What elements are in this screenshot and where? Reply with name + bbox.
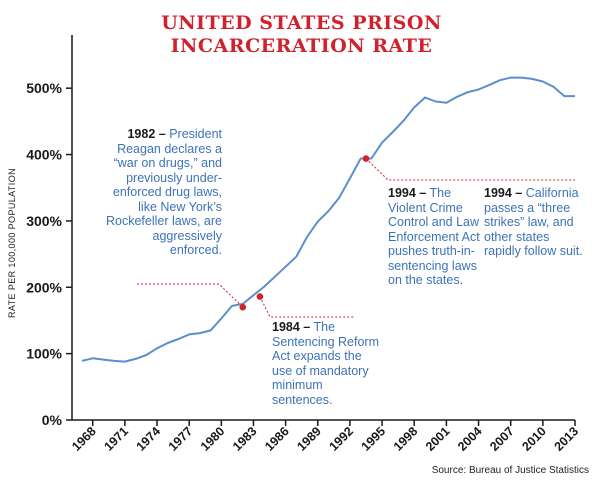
annotation-1994-three-strikes-year: 1994 –	[484, 186, 523, 200]
source-note: Source: Bureau of Justice Statistics	[431, 465, 589, 476]
x-tick-label: 1998	[391, 424, 421, 454]
chart-title-line-1: UNITED STATES PRISON	[161, 12, 442, 34]
incarceration-rate-line	[81, 76, 575, 363]
y-tick-label: 0%	[42, 412, 63, 428]
y-tick-label: 300%	[26, 213, 62, 229]
y-tick-label: 200%	[26, 279, 62, 295]
x-tick-label: 1995	[359, 424, 389, 454]
y-axis-label: RATE PER 100,000 POPULATION	[7, 167, 17, 319]
x-tick-label: 2013	[552, 424, 582, 454]
y-tick-label: 100%	[26, 346, 62, 362]
y-tick-label: 400%	[26, 147, 62, 163]
x-tick-label: 1992	[326, 424, 356, 454]
annotation-1984-text: The Sentencing Reform Act expands the us…	[272, 320, 380, 407]
leader-line-1994	[365, 158, 575, 181]
x-tick-label: 1983	[230, 424, 260, 454]
x-tick-label: 1980	[198, 424, 228, 454]
leader-line-1984	[259, 296, 355, 318]
x-tick-label: 1989	[294, 424, 324, 454]
x-tick-label: 2004	[455, 424, 485, 454]
annotation-1994-three-strikes-text: California passes a “three strikes” law,…	[484, 186, 583, 258]
x-tick-label: 1977	[166, 424, 196, 454]
y-tick-label: 500%	[26, 80, 62, 96]
x-tick-label: 1986	[262, 424, 292, 454]
annotation-1994-three-strikes: 1994 – California passes a “three strike…	[484, 186, 588, 259]
annotation-1982-text: President Reagan declares a “war on drug…	[105, 127, 222, 257]
x-tick-label: 2001	[423, 424, 453, 454]
event-marker-point	[239, 303, 247, 311]
annotation-1994-crime-act-year: 1994 –	[388, 186, 427, 200]
chart-title-line-2: INCARCERATION RATE	[170, 35, 433, 57]
x-tick-label: 2010	[519, 424, 549, 454]
event-marker-point	[256, 293, 264, 300]
leader-line-1982	[137, 283, 244, 308]
annotation-1984-year: 1984 –	[272, 320, 311, 334]
x-tick-label: 2007	[487, 424, 517, 454]
annotation-1982-year: 1982 –	[127, 127, 166, 141]
x-tick-label: 1968	[69, 424, 99, 454]
x-tick-label: 1974	[134, 424, 164, 454]
annotation-1984: 1984 – The Sentencing Reform Act expands…	[272, 320, 380, 407]
x-tick-label: 1971	[101, 424, 131, 454]
annotation-1982: 1982 – President Reagan declares a “war …	[100, 127, 222, 258]
event-marker-point	[362, 155, 370, 162]
annotation-1994-crime-act-text: The Violent Crime Control and Law Enforc…	[388, 186, 480, 287]
annotation-1994-crime-act: 1994 – The Violent Crime Control and Law…	[388, 186, 480, 288]
